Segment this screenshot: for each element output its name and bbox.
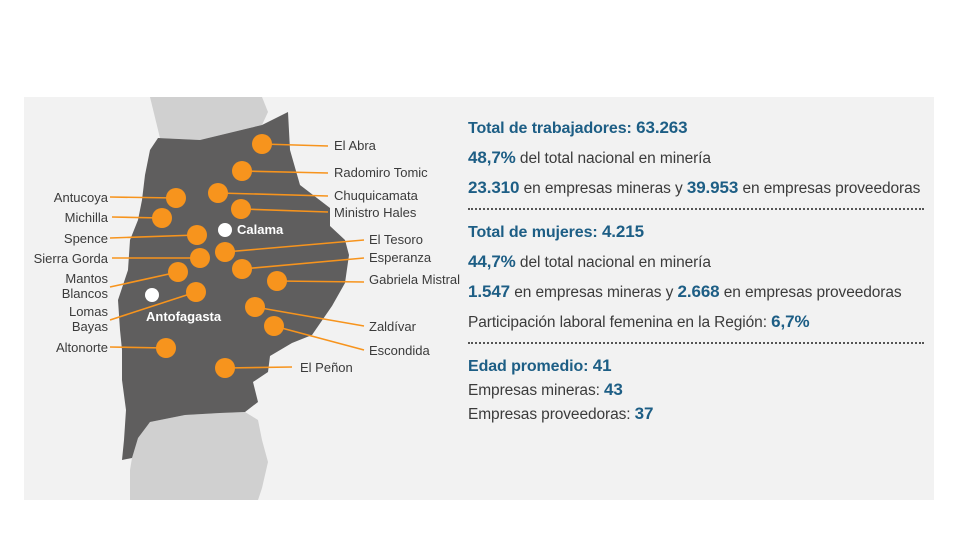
age-average-label: Edad promedio: [468,358,589,375]
women-participation-line: Participación laboral femenina en la Reg… [468,312,930,333]
women-total-line: Total de mujeres: 4.215 [468,222,930,243]
workers-national-text: del total nacional en minería [519,150,711,167]
site-label-altonorte: Altonorte [56,340,108,355]
site-marker-radomiro-tomic [232,161,252,181]
site-label-zaldivar: Zaldívar [369,319,417,334]
site-label-esperanza: Esperanza [369,250,432,265]
site-label-spence: Spence [64,231,108,246]
site-marker-ministro-hales [231,199,251,219]
stats-panel: Total de trabajadores: 63.263 48,7% del … [468,118,930,428]
site-label-sierra-gorda: Sierra Gorda [34,251,109,266]
site-marker-lomas-bayas [186,282,206,302]
region-map: Calama Antofagasta El Abra Radomiro Tomi… [34,97,460,500]
site-label-el-abra: El Abra [334,138,377,153]
site-label-lomas-bayas: Lomas Bayas [69,304,109,334]
site-marker-gabriela-mistral [267,271,287,291]
women-national-pct: 44,7% [468,252,516,271]
site-marker-chuquicamata [208,183,228,203]
age-average-line: Edad promedio: 41 [468,356,930,377]
site-marker-esperanza [232,259,252,279]
site-marker-spence [187,225,207,245]
workers-national-pct: 48,7% [468,148,516,167]
workers-total-label: Total de trabajadores: [468,120,632,137]
women-national-line: 44,7% del total nacional en minería [468,252,930,273]
age-supplier-value: 37 [634,404,654,423]
women-national-text: del total nacional en minería [519,254,711,271]
women-participation-text: Participación laboral femenina en la Reg… [468,314,767,331]
neighbor-region-south [130,412,268,500]
site-label-mantos-blancos: Mantos Blancos [62,271,109,301]
age-supplier-label: Empresas proveedoras: [468,406,631,423]
site-marker-michilla [152,208,172,228]
age-average-value: 41 [592,356,612,375]
women-supplier-text: en empresas proveedoras [723,284,902,301]
age-mining-value: 43 [604,380,623,399]
city-marker-antofagasta [145,288,159,302]
workers-national-line: 48,7% del total nacional en minería [468,148,930,169]
workers-supplier-count: 39.953 [686,178,739,197]
women-participation-value: 6,7% [771,312,810,331]
city-label-antofagasta: Antofagasta [146,309,222,324]
site-label-radomiro-tomic: Radomiro Tomic [334,165,428,180]
site-marker-el-tesoro [215,242,235,262]
workers-mining-count: 23.310 [468,178,520,197]
women-split-line: 1.547 en empresas mineras y 2.668 en emp… [468,282,930,303]
site-marker-zaldivar [245,297,265,317]
divider [468,342,924,344]
workers-supplier-text: en empresas proveedoras [742,180,921,197]
site-marker-el-penon [215,358,235,378]
women-mining-count: 1.547 [468,282,511,301]
mining-sites [152,134,287,378]
women-supplier-count: 2.668 [677,282,720,301]
site-label-ministro-hales: Ministro Hales [334,205,417,220]
site-label-el-tesoro: El Tesoro [369,232,423,247]
divider [468,208,924,210]
site-marker-mantos-blancos [168,262,188,282]
site-label-antucoya: Antucoya [54,190,109,205]
workers-total-line: Total de trabajadores: 63.263 [468,118,930,139]
site-label-chuquicamata: Chuquicamata [334,188,419,203]
leader-lines [109,143,365,369]
city-marker-calama [218,223,232,237]
antofagasta-region-shape [118,112,349,460]
site-marker-escondida [264,316,284,336]
site-label-michilla: Michilla [65,210,109,225]
city-label-calama: Calama [237,222,284,237]
women-total-value: 4.215 [601,222,644,241]
age-mining-label: Empresas mineras: [468,382,600,399]
workers-mining-text: en empresas mineras y [523,180,683,197]
neighbor-region-north [150,97,268,140]
site-label-escondida: Escondida [369,343,430,358]
age-supplier-line: Empresas proveedoras: 37 [468,404,930,425]
site-marker-el-abra [252,134,272,154]
site-marker-sierra-gorda [190,248,210,268]
women-total-label: Total de mujeres: [468,224,598,241]
age-mining-line: Empresas mineras: 43 [468,380,930,401]
site-marker-altonorte [156,338,176,358]
workers-split-line: 23.310 en empresas mineras y 39.953 en e… [468,178,930,199]
workers-total-value: 63.263 [636,118,688,137]
site-marker-antucoya [166,188,186,208]
women-mining-text: en empresas mineras y [514,284,674,301]
site-label-gabriela-mistral: Gabriela Mistral [369,272,460,287]
site-label-el-penon: El Peñon [300,360,353,375]
